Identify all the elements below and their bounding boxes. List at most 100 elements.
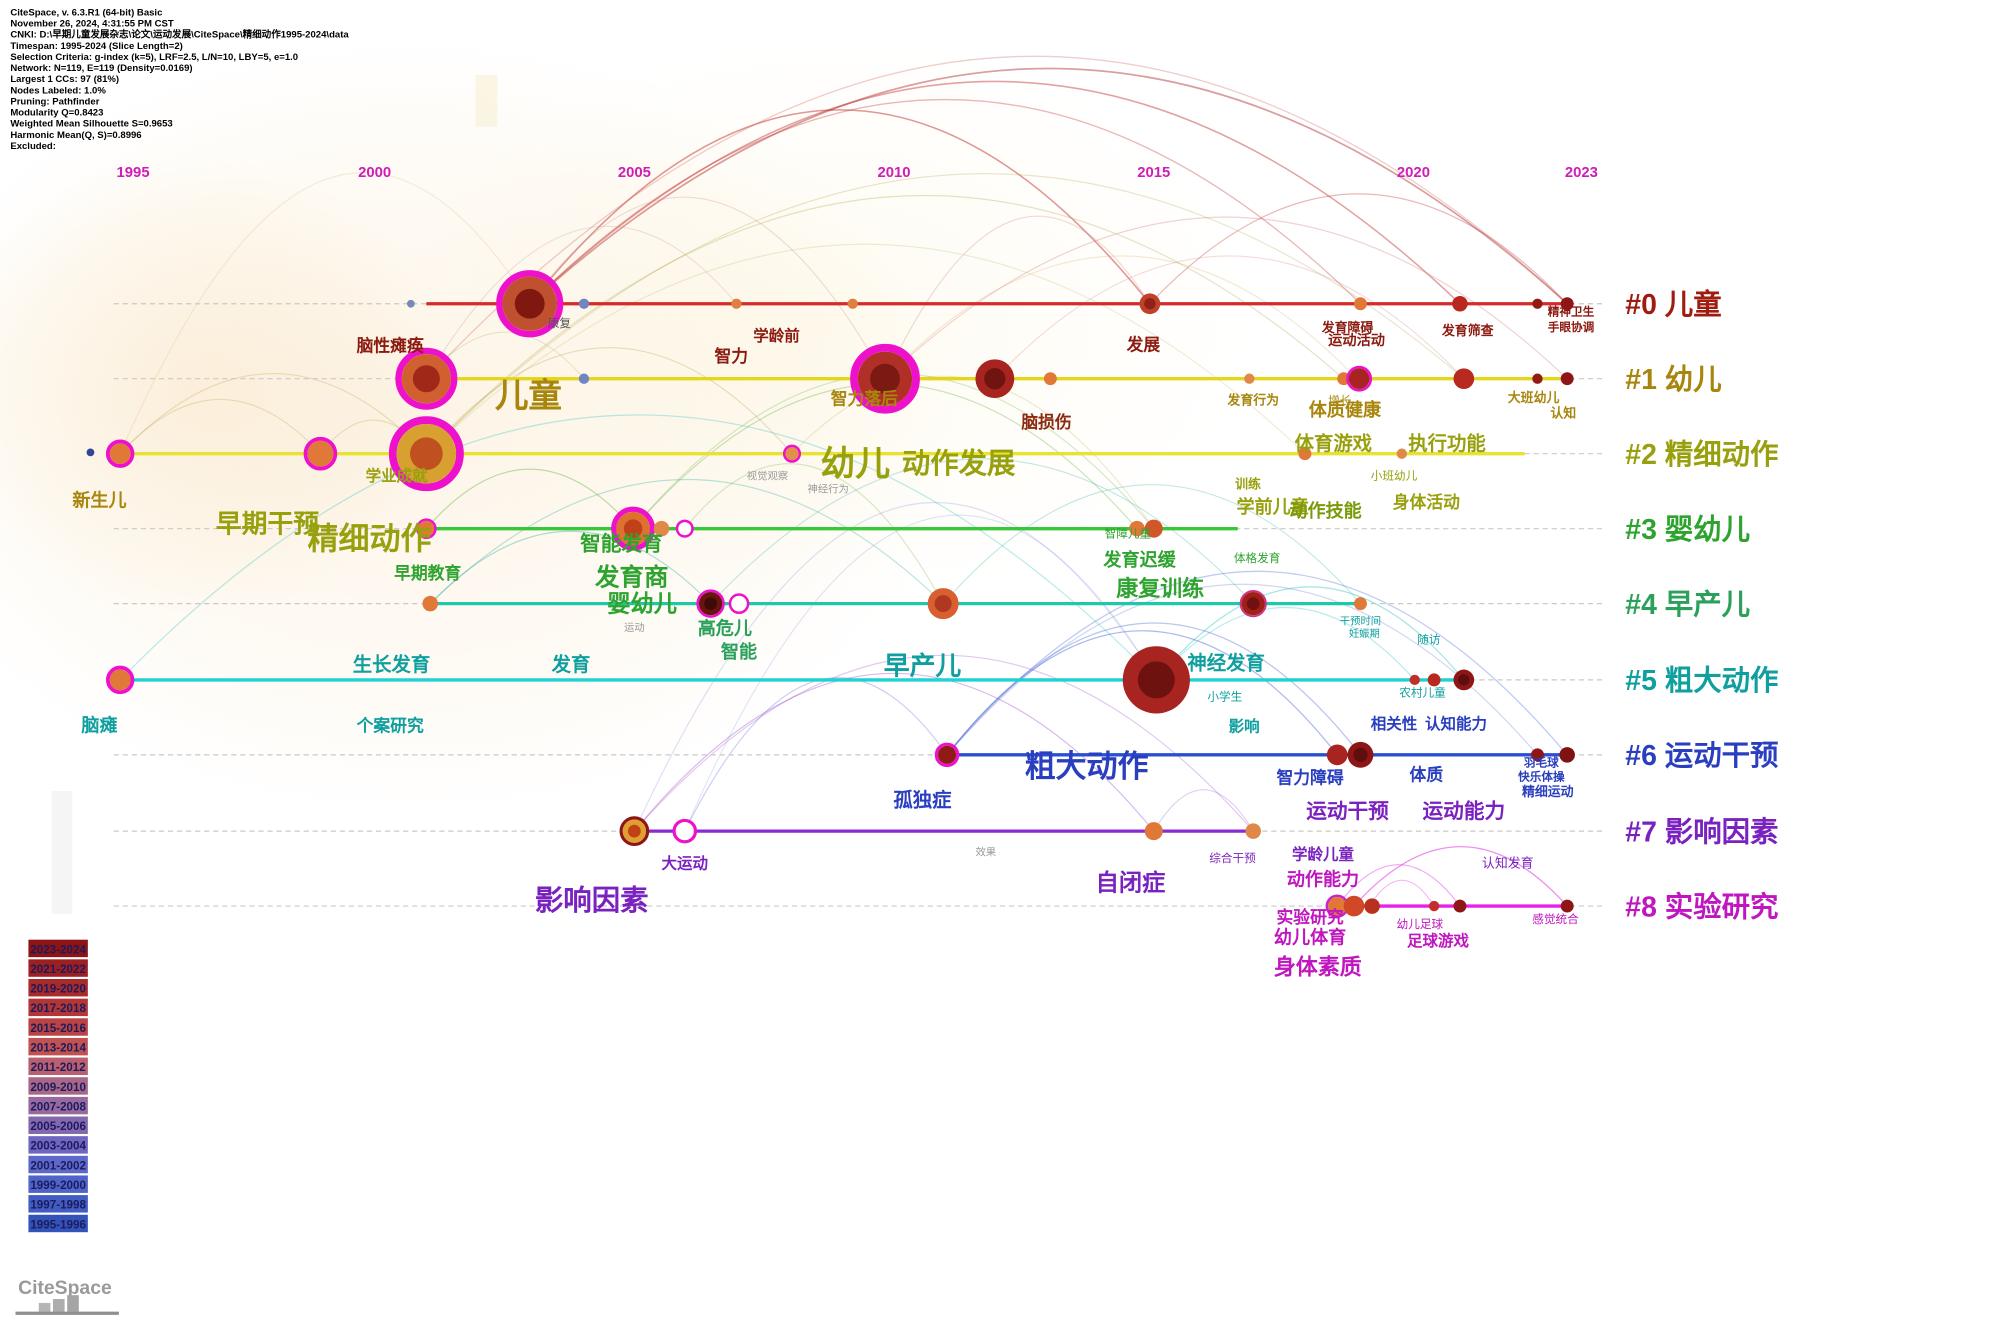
node[interactable] bbox=[1354, 297, 1367, 311]
header-line: CNKI: D:\早期儿童发展杂志\论文\运动发展\CiteSpace\精细动作… bbox=[10, 29, 349, 41]
node[interactable] bbox=[1559, 747, 1575, 763]
cluster-label-3: #3 婴幼儿 bbox=[1625, 514, 1750, 546]
legend-label: 2011-2012 bbox=[31, 1061, 86, 1074]
legend-swatch bbox=[28, 1155, 88, 1174]
node[interactable] bbox=[696, 589, 725, 618]
node[interactable] bbox=[1343, 895, 1365, 917]
node[interactable] bbox=[1453, 899, 1467, 913]
node[interactable] bbox=[675, 519, 694, 538]
legend-item: 2023-2024 bbox=[28, 939, 88, 958]
node-burst-ring bbox=[728, 593, 750, 614]
node[interactable] bbox=[1396, 448, 1407, 459]
node[interactable] bbox=[1347, 741, 1374, 768]
term-label: 运动 bbox=[624, 622, 645, 634]
node-body bbox=[1244, 373, 1255, 384]
node[interactable] bbox=[611, 506, 656, 551]
node-body bbox=[307, 440, 334, 467]
year-label: 1995 bbox=[117, 165, 150, 181]
node[interactable] bbox=[975, 359, 1015, 399]
node[interactable] bbox=[1144, 519, 1163, 538]
header-line: Pruning: Pathfinder bbox=[10, 96, 99, 107]
node[interactable] bbox=[672, 818, 698, 844]
logo-text: CiteSpace bbox=[18, 1277, 112, 1299]
node-core bbox=[1353, 747, 1368, 762]
node[interactable] bbox=[850, 343, 920, 414]
node[interactable] bbox=[1560, 372, 1574, 386]
node[interactable] bbox=[1346, 365, 1373, 392]
term-label: 综合干预 bbox=[1209, 851, 1256, 865]
node[interactable] bbox=[1326, 744, 1348, 766]
term-label: 脑性瘫痪 bbox=[357, 336, 424, 356]
node[interactable] bbox=[1122, 646, 1190, 714]
node-core bbox=[623, 519, 643, 538]
citation-arc bbox=[529, 80, 1461, 305]
term-label: 感觉统合 bbox=[1532, 912, 1579, 926]
node[interactable] bbox=[782, 444, 802, 463]
legend-label: 2001-2002 bbox=[30, 1159, 86, 1172]
term-label: 学业成就 bbox=[366, 466, 428, 485]
node[interactable] bbox=[1531, 748, 1544, 762]
node-burst-ring bbox=[395, 347, 458, 410]
node[interactable] bbox=[496, 270, 564, 338]
node[interactable] bbox=[1245, 823, 1261, 839]
node[interactable] bbox=[1354, 597, 1367, 611]
node[interactable] bbox=[1560, 899, 1574, 913]
node[interactable] bbox=[1453, 368, 1475, 390]
node[interactable] bbox=[416, 518, 437, 539]
node[interactable] bbox=[1139, 293, 1161, 315]
legend-label: 1999-2000 bbox=[30, 1179, 86, 1192]
node[interactable] bbox=[934, 742, 960, 768]
node[interactable] bbox=[86, 448, 95, 457]
node[interactable] bbox=[1244, 373, 1255, 384]
node-burst-ring bbox=[934, 742, 960, 768]
node[interactable] bbox=[105, 439, 135, 468]
node[interactable] bbox=[1560, 297, 1574, 311]
node[interactable] bbox=[728, 593, 750, 614]
node[interactable] bbox=[731, 298, 742, 309]
node[interactable] bbox=[1427, 673, 1441, 687]
node-core bbox=[627, 824, 641, 838]
node[interactable] bbox=[1453, 669, 1475, 691]
node[interactable] bbox=[1532, 373, 1543, 384]
node[interactable] bbox=[927, 588, 959, 620]
node[interactable] bbox=[1043, 372, 1057, 386]
node[interactable] bbox=[1452, 295, 1468, 312]
node[interactable] bbox=[406, 299, 415, 308]
node[interactable] bbox=[1428, 900, 1440, 912]
node[interactable] bbox=[1364, 898, 1380, 914]
node[interactable] bbox=[1239, 590, 1267, 618]
node[interactable] bbox=[1129, 520, 1145, 537]
background-tint bbox=[0, 38, 1254, 914]
node[interactable] bbox=[578, 298, 590, 309]
node[interactable] bbox=[388, 416, 464, 492]
citation-arc bbox=[710, 458, 1254, 605]
node[interactable] bbox=[1298, 447, 1312, 461]
node[interactable] bbox=[395, 347, 458, 410]
legend-label: 2005-2006 bbox=[30, 1120, 86, 1133]
node-body bbox=[1245, 823, 1261, 839]
node-body bbox=[731, 595, 747, 612]
node[interactable] bbox=[422, 595, 438, 612]
node-body bbox=[1354, 597, 1367, 611]
term-label: 训练 bbox=[1235, 477, 1261, 492]
node-body bbox=[1427, 673, 1441, 687]
background-smudge bbox=[475, 74, 498, 127]
node[interactable] bbox=[1532, 298, 1543, 309]
node[interactable] bbox=[619, 816, 650, 846]
node[interactable] bbox=[847, 298, 858, 309]
node[interactable] bbox=[105, 665, 135, 695]
legend-item: 2013-2014 bbox=[28, 1037, 88, 1056]
node[interactable] bbox=[303, 436, 338, 471]
node[interactable] bbox=[1409, 674, 1420, 686]
node-body bbox=[1531, 748, 1544, 762]
term-label: 效果 bbox=[975, 846, 996, 859]
node-burst-ring bbox=[672, 818, 698, 844]
legend-item: 1995-1996 bbox=[28, 1214, 88, 1233]
legend-label: 2021-2022 bbox=[30, 963, 86, 976]
node-body bbox=[578, 373, 590, 384]
cluster-label-5: #5 粗大动作 bbox=[1625, 665, 1778, 697]
node[interactable] bbox=[653, 520, 670, 537]
node[interactable] bbox=[1144, 822, 1163, 841]
year-label: 2020 bbox=[1397, 165, 1430, 181]
node[interactable] bbox=[578, 373, 590, 384]
